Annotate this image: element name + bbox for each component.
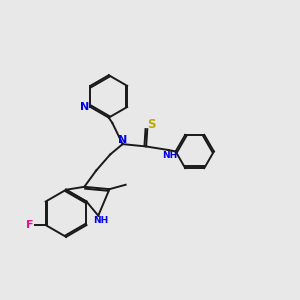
Text: F: F [26, 220, 33, 230]
Text: N: N [118, 135, 127, 145]
Text: N: N [80, 102, 89, 112]
Text: NH: NH [162, 151, 177, 160]
Text: S: S [147, 118, 156, 131]
Text: NH: NH [94, 217, 109, 226]
